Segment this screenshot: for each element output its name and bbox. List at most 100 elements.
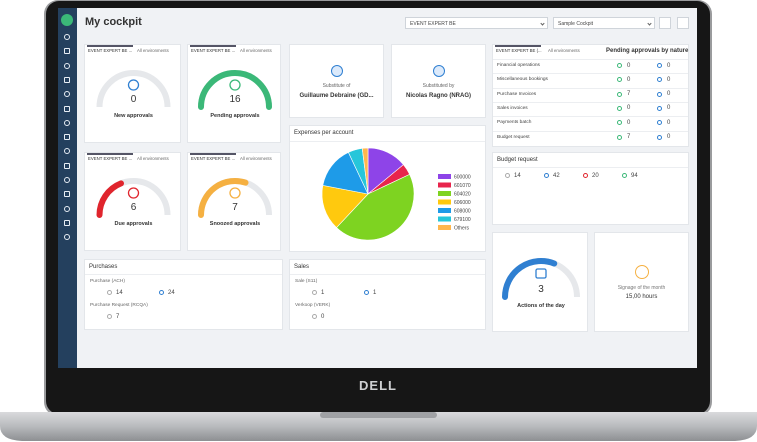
item-icon — [107, 314, 112, 319]
item-icon — [312, 314, 317, 319]
card-title: Sales — [294, 264, 310, 270]
select-caret — [647, 21, 652, 26]
clock-icon — [635, 265, 649, 279]
pie-slice — [361, 147, 369, 195]
tab-underline — [87, 45, 133, 47]
select[interactable]: Sample Cockpit — [553, 17, 655, 29]
app-logo[interactable] — [61, 14, 73, 26]
sidebar-icon[interactable] — [64, 76, 70, 83]
gauge: 0 New approvals — [96, 70, 171, 119]
page-title: My cockpit — [85, 16, 142, 28]
row-other: 0 — [667, 91, 671, 98]
row-other: 0 — [667, 62, 671, 69]
gauge-label: Actions of the day — [517, 303, 566, 309]
refresh-icon — [617, 63, 622, 68]
legend-swatch — [438, 174, 451, 179]
sidebar-icon[interactable] — [64, 148, 70, 155]
refresh-icon — [617, 134, 622, 140]
pie-slice — [336, 174, 415, 241]
gauge-count: 6 — [131, 202, 137, 213]
row-pending: 7 — [627, 134, 631, 140]
sidebar-icon[interactable] — [64, 34, 70, 40]
legend-swatch — [438, 199, 451, 205]
item-icon — [622, 173, 627, 178]
legend-label: 604020 — [454, 191, 471, 197]
legend-label: 601070 — [454, 183, 471, 189]
title-separator — [493, 167, 688, 168]
sidebar-icon[interactable] — [64, 105, 70, 112]
refresh-icon — [617, 91, 622, 97]
icon-button[interactable] — [677, 17, 689, 29]
title-separator — [290, 141, 485, 142]
tab-link: All environments — [137, 156, 169, 161]
row-separator — [493, 59, 688, 60]
gauge-icon — [535, 268, 547, 279]
gauge-track — [96, 70, 171, 108]
card-title: Pending approvals by nature — [606, 48, 689, 54]
gauge-label: Due approvals — [115, 221, 153, 227]
row-pending: 0 — [627, 119, 631, 126]
approval-card: EVENT EXPERT BE ... All environments 6 Due … — [84, 152, 181, 251]
sidebar-icon[interactable] — [64, 48, 70, 55]
snooze-icon — [657, 63, 662, 68]
row-other: 0 — [667, 134, 671, 140]
item-count: 14 — [116, 289, 123, 296]
sidebar-icon[interactable] — [64, 219, 70, 226]
sidebar-icon[interactable] — [64, 177, 70, 183]
sidebar-icon[interactable] — [64, 162, 70, 169]
sidebar — [58, 8, 77, 368]
gauge-arc — [198, 70, 272, 110]
row-other: 0 — [667, 105, 671, 112]
expenses-chart: Expenses per account 600000 601070 604020 60… — [289, 125, 486, 252]
icon-button[interactable] — [659, 17, 671, 29]
sidebar-icon[interactable] — [64, 134, 70, 141]
gauge-arc — [96, 180, 124, 218]
tab-underline — [190, 45, 236, 47]
group-name: Purchase Request (RCQA) — [90, 303, 148, 308]
tab: EVENT EXPERT BE ... — [88, 48, 133, 53]
legend-label: 679100 — [454, 217, 471, 223]
gauge-count: 16 — [229, 94, 241, 105]
item-icon — [107, 290, 112, 295]
sidebar-icon[interactable] — [64, 191, 70, 198]
row-separator — [493, 87, 688, 89]
sidebar-icon[interactable] — [64, 62, 70, 69]
person-icon — [433, 65, 445, 77]
tab: EVENT EXPERT BE ... — [191, 48, 236, 53]
row-label: Financial operations — [497, 63, 540, 68]
signage-value: 15,00 hours — [625, 294, 658, 300]
sidebar-icon[interactable] — [64, 119, 70, 126]
substitute-label: Substitute of — [322, 83, 351, 89]
refresh-icon — [617, 105, 622, 111]
select-text: EVENT EXPERT BE — [410, 21, 456, 27]
tab-link: All environments — [548, 48, 580, 53]
pie-chart: 600000 601070 604020 606000 608000 679100 Othe… — [321, 147, 471, 241]
legend-label: Others — [454, 225, 470, 231]
person-icon — [331, 65, 343, 77]
legend-label: 606000 — [454, 200, 471, 206]
item-count: 24 — [168, 289, 175, 296]
substitute-name: Guillaume Debraine (GD... — [299, 93, 374, 99]
select[interactable]: EVENT EXPERT BE — [405, 17, 548, 29]
row-label: Sales invoices — [497, 105, 528, 111]
gauge-arc — [502, 258, 558, 300]
sidebar-icon[interactable] — [64, 91, 70, 98]
card-title: Purchases — [89, 264, 118, 270]
pending-by-nature: EVENT EXPERT BE (... All environments Pend… — [492, 44, 689, 147]
substitute-card: Substituted by Nicolas Ragno (NRAG) — [391, 44, 486, 118]
sidebar-icon[interactable] — [64, 234, 70, 241]
row-label: Payments batch — [497, 120, 532, 126]
item-count: 1 — [373, 289, 377, 296]
sidebar-icon[interactable] — [64, 205, 70, 212]
group-name: Verkoop (VERK) — [295, 303, 331, 308]
legend-label: 608000 — [454, 208, 471, 214]
item-icon — [583, 173, 588, 178]
legend-label: 600000 — [454, 174, 471, 180]
row-pending: 0 — [627, 76, 631, 83]
gauge-icon — [127, 187, 140, 199]
tab: EVENT EXPERT BE ... — [88, 156, 133, 161]
tab-link: All environments — [137, 48, 169, 53]
legend-swatch — [438, 216, 451, 222]
tab: EVENT EXPERT BE ... — [191, 156, 236, 161]
